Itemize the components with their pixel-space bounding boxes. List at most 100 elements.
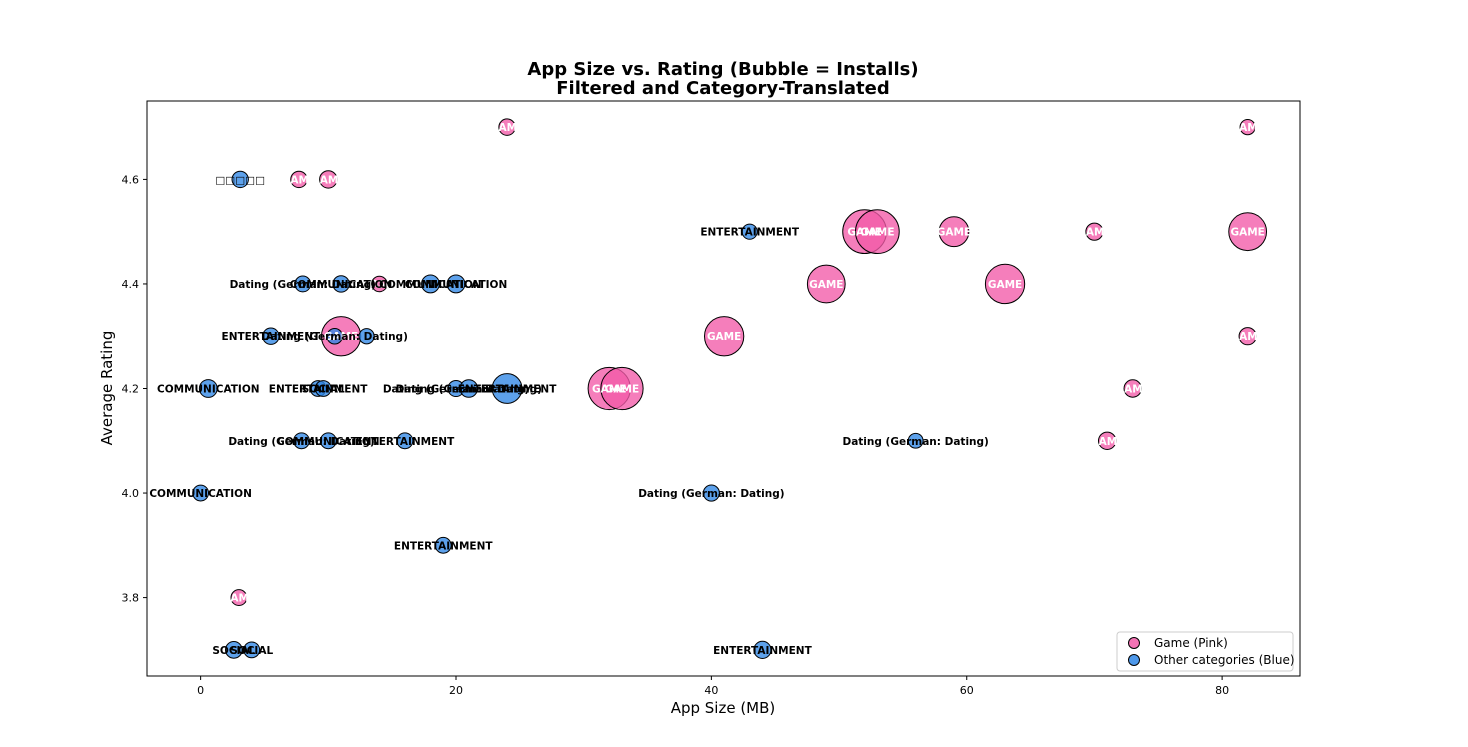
game-bubble <box>230 589 248 607</box>
y-tick-label: 4.2 <box>122 383 140 396</box>
bubble-label: GAME <box>1116 384 1150 396</box>
y-tick-label: 4.4 <box>122 278 140 291</box>
bubble-label: GAME <box>809 279 843 291</box>
bubble-label: GAME <box>605 384 639 396</box>
bubble-label: GAME <box>282 174 316 186</box>
other-category-bubble <box>192 484 210 502</box>
other-category-bubble <box>702 484 720 502</box>
legend: Game (Pink) Other categories (Blue) <box>1116 631 1295 672</box>
bubble-label: GAME <box>860 227 894 239</box>
bubble-label: GAME <box>847 227 881 239</box>
bubble-label: GAME <box>311 174 345 186</box>
game-bubble <box>854 209 900 255</box>
game-bubble <box>319 170 338 189</box>
bubble-label: SOCIAL <box>212 645 255 657</box>
bubble-label: ENTERTAINMENT <box>269 384 368 396</box>
other-category-bubble <box>446 274 466 294</box>
other-category-bubble <box>491 373 523 404</box>
game-bubble <box>806 264 846 304</box>
other-category-bubble <box>332 275 350 293</box>
other-category-bubble <box>358 328 375 345</box>
bubble-label: COMMUNICATION <box>157 384 260 396</box>
legend-label-other: Other categories (Blue) <box>1154 653 1295 667</box>
game-bubble <box>600 366 644 411</box>
bubble-label: SOCIAL <box>230 645 273 657</box>
game-bubble <box>703 316 745 357</box>
other-category-bubble <box>396 432 414 450</box>
game-bubble <box>1098 431 1117 450</box>
y-tick-label: 4.0 <box>122 487 140 500</box>
bubble-label: COMMUNICATION <box>290 279 393 291</box>
bubble-label: COMMUNICATION <box>277 436 380 448</box>
legend-box <box>1116 631 1294 672</box>
bubble-label: GAME <box>1077 227 1111 239</box>
y-axis-label: Average Rating <box>98 331 116 446</box>
bubble-label: Dating (German: Dating) <box>228 436 374 448</box>
other-category-bubble <box>243 641 261 659</box>
legend-marker-game <box>1128 637 1140 649</box>
bubble-label: GAME <box>324 331 358 343</box>
game-bubble <box>984 263 1026 305</box>
game-bubble <box>938 216 970 248</box>
x-axis-ticks: 0 20 40 60 80 <box>197 676 1229 697</box>
x-tick-label: 60 <box>960 684 974 697</box>
x-axis-label: App Size (MB) <box>671 699 776 717</box>
bubble-label: GAME <box>1230 227 1264 239</box>
bubble-label: Dating (German: Dating) <box>396 384 542 396</box>
bubble-label: GAME <box>490 122 524 134</box>
x-tick-label: 40 <box>704 684 718 697</box>
bubble-layer <box>192 118 1268 659</box>
other-category-bubble <box>421 274 440 294</box>
game-bubble <box>1085 222 1104 241</box>
game-bubble <box>498 118 516 136</box>
bubble-label: COMMUNICATION <box>405 279 508 291</box>
bubble-label: GAME <box>1230 122 1264 134</box>
game-bubble <box>1238 327 1257 346</box>
other-category-bubble <box>231 170 249 189</box>
other-category-bubble <box>907 432 924 449</box>
y-tick-label: 3.8 <box>122 592 140 605</box>
legend-label-game: Game (Pink) <box>1154 636 1228 650</box>
chart-title-line-2: Filtered and Category-Translated <box>556 78 890 99</box>
x-tick-label: 0 <box>197 684 204 697</box>
y-tick-label: 4.6 <box>122 173 140 186</box>
bubble-label: □□□□□ <box>215 174 265 186</box>
other-category-bubble <box>294 275 312 293</box>
x-tick-label: 20 <box>449 684 463 697</box>
bubble-label: Dating (German: Dating) <box>638 488 784 500</box>
other-category-bubble <box>459 379 479 398</box>
bubble-label: GAME <box>592 384 626 396</box>
other-category-bubble <box>198 379 218 398</box>
bubble-label: GAME <box>707 331 741 343</box>
other-category-bubble <box>319 432 337 450</box>
legend-marker-other <box>1128 654 1140 666</box>
game-bubble <box>290 170 308 189</box>
game-bubble <box>1123 379 1142 398</box>
other-category-bubble <box>741 223 758 240</box>
bubble-label: GAME <box>988 279 1022 291</box>
bubble-label: SOCIAL <box>302 384 345 396</box>
bubble-label: GAME <box>222 593 256 605</box>
bubble-label: ENTERTAINMENT <box>700 227 799 239</box>
other-category-bubble <box>753 640 772 659</box>
game-bubble <box>1239 119 1256 136</box>
other-category-bubble <box>224 641 243 659</box>
bubble-label: GAME <box>937 227 971 239</box>
other-category-bubble <box>293 432 310 450</box>
bubble-label: ENTERTAINMENT <box>458 384 557 396</box>
other-category-bubble <box>314 380 332 397</box>
bubble-label: Dating (German: Dating) <box>262 331 408 343</box>
x-tick-label: 80 <box>1215 684 1229 697</box>
bubble-label: Dating (German: Dating) <box>842 436 988 448</box>
game-bubble <box>1228 212 1268 252</box>
y-axis-ticks: 3.8 4.0 4.2 4.4 4.6 <box>122 173 147 605</box>
bubble-label: Dating (German: Dating) <box>383 384 529 396</box>
bubble-label: ENTERTAINMENT <box>356 436 455 448</box>
bubble-label: Dating (German: Dating) <box>230 279 376 291</box>
bubble-label: ENTERTAINMENT <box>713 645 812 657</box>
bubble-label: ENTERTAINMENT <box>394 540 493 552</box>
bubble-label: COMMUNICATION <box>149 488 252 500</box>
other-category-bubble <box>434 536 452 554</box>
